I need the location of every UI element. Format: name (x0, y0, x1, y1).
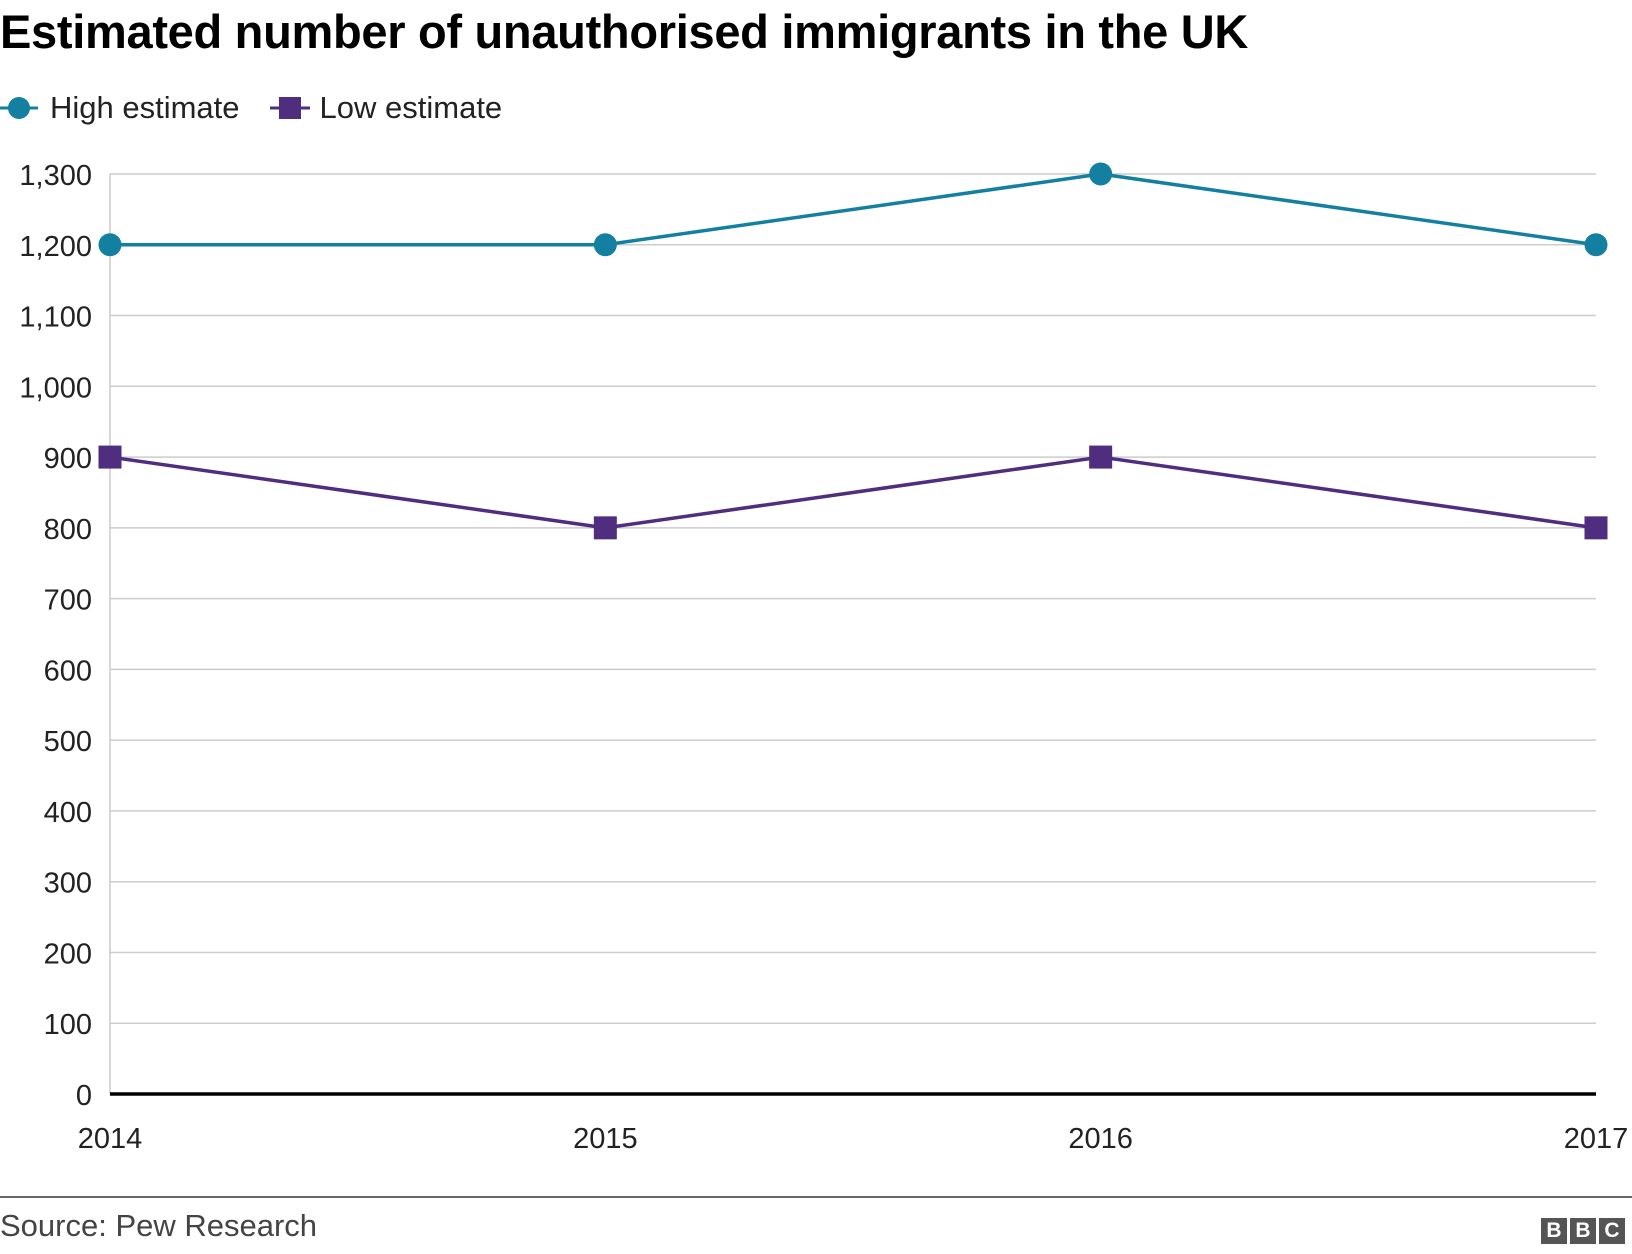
y-tick-label: 1,300 (19, 160, 92, 192)
chart-legend: High estimate Low estimate (0, 86, 532, 130)
y-tick-label: 300 (44, 868, 92, 900)
legend-item-high-estimate[interactable]: High estimate (0, 88, 240, 128)
footer-divider (0, 1196, 1632, 1198)
brand-letter: B (1570, 1218, 1596, 1244)
legend-label-low-estimate: Low estimate (319, 90, 503, 125)
y-tick-label: 600 (44, 655, 92, 687)
series-line-low-estimate (109, 455, 1597, 530)
y-tick-label: 700 (44, 585, 92, 617)
y-tick-label: 100 (44, 1009, 92, 1041)
legend-label-high-estimate: High estimate (50, 90, 240, 125)
y-tick-label: 200 (44, 938, 92, 970)
y-tick-label: 1,100 (19, 302, 92, 334)
y-tick-label: 400 (44, 797, 92, 829)
data-point-high-estimate[interactable]: High estimate 2017: 1200 (1584, 233, 1608, 257)
y-tick-label: 900 (44, 443, 92, 475)
x-tick-label: 2017 (1564, 1123, 1629, 1155)
y-tick-label: 1,200 (19, 231, 92, 263)
data-point-low-estimate[interactable]: Low estimate 2016: 900 (1089, 445, 1113, 469)
y-tick-label: 800 (44, 514, 92, 546)
y-tick-label: 500 (44, 726, 92, 758)
chart-title: Estimated number of unauthorised immigra… (0, 5, 1249, 58)
circle-marker-icon (0, 97, 38, 119)
data-point-low-estimate[interactable]: Low estimate 2017: 800 (1584, 516, 1608, 540)
data-point-low-estimate[interactable]: Low estimate 2014: 900 (98, 445, 122, 469)
y-tick-label: 0 (76, 1080, 92, 1112)
square-marker-icon (269, 97, 310, 119)
data-point-high-estimate[interactable]: High estimate 2014: 1200 (98, 233, 122, 257)
y-tick-label: 1,000 (19, 372, 92, 404)
data-point-low-estimate[interactable]: Low estimate 2015: 800 (593, 516, 617, 540)
legend-item-low-estimate[interactable]: Low estimate (269, 88, 503, 128)
series-line-high-estimate (110, 172, 1597, 247)
data-point-high-estimate[interactable]: High estimate 2016: 1300 (1089, 162, 1113, 186)
brand-letter: B (1541, 1218, 1567, 1244)
bbc-logo: B B C (1541, 1218, 1625, 1244)
brand-letter: C (1599, 1218, 1625, 1244)
x-tick-label: 2014 (78, 1123, 143, 1155)
x-tick-label: 2016 (1068, 1123, 1133, 1155)
source-note: Source: Pew Research (0, 1208, 318, 1243)
x-tick-label: 2015 (573, 1123, 638, 1155)
data-point-high-estimate[interactable]: High estimate 2015: 1200 (593, 233, 617, 257)
